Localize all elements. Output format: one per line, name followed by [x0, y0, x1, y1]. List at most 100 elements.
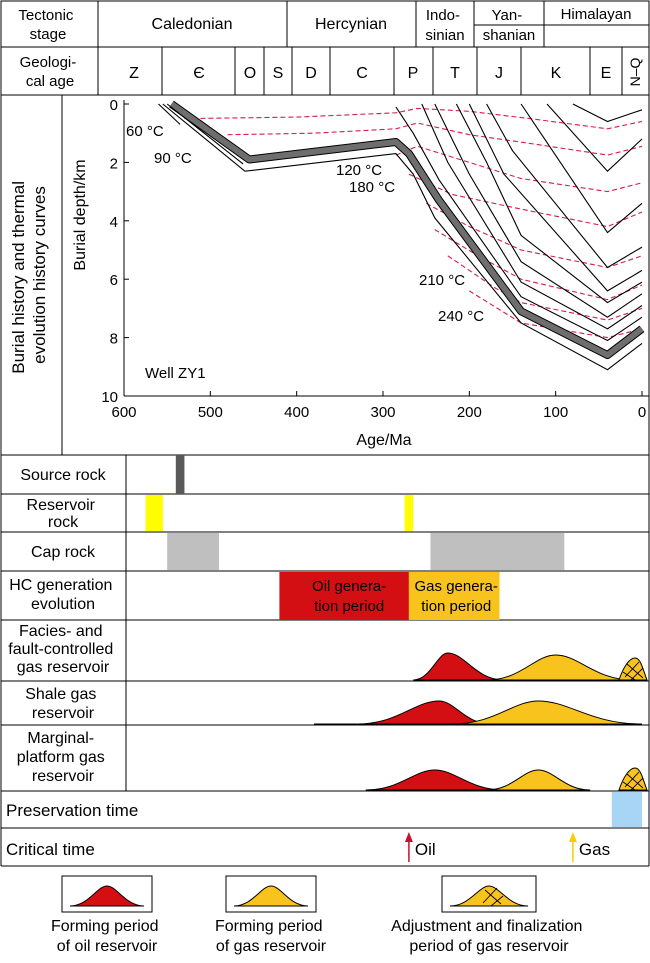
well-label: Well ZY1 — [145, 365, 206, 382]
gas-generation-bar — [408, 572, 500, 620]
burial-curve — [434, 103, 643, 318]
oil-period-label: Oil genera-tion period — [312, 578, 386, 615]
stage-hercynian: Hercynian — [315, 16, 387, 33]
burial-curve — [162, 103, 643, 371]
source-curve-outline — [169, 100, 645, 360]
row-label-facies-reservoir: Facies- and fault-controlled gas reservo… — [8, 623, 117, 676]
x-tick-label: 300 — [370, 404, 395, 421]
oil-generation-bar — [279, 572, 409, 620]
burial-curves — [158, 103, 643, 371]
stage-himalayan: Himalayan — [561, 6, 632, 23]
period-labels: Z Є O S D C P T J K E — [129, 65, 611, 82]
x-tick-label: 0 — [638, 404, 646, 421]
legend-swatch — [233, 885, 309, 907]
burial-curve — [572, 103, 643, 123]
burial-curve — [486, 103, 643, 269]
shale-oil-curve — [357, 700, 491, 725]
isotherm-label-240: 240 °C — [438, 308, 484, 325]
cap-rock-bar — [430, 533, 565, 570]
isotherm-label-120: 120 °C — [336, 162, 382, 179]
x-tick-label: 100 — [543, 404, 568, 421]
row-label-marginal-platform: Marginal- platform gas reservoir — [17, 730, 110, 785]
burial-curve — [158, 103, 181, 125]
source-curve-fill — [169, 101, 644, 359]
gas-critical-label: Gas — [579, 840, 610, 859]
source-rock-bar — [175, 455, 185, 494]
isotherm-line — [434, 229, 643, 301]
x-tick-label: 600 — [111, 404, 136, 421]
period-cambrian: Є — [193, 65, 205, 82]
isotherm-line — [395, 145, 643, 193]
burial-curve — [455, 103, 643, 304]
shale-gas-curve — [452, 700, 643, 725]
period-e: E — [601, 65, 612, 82]
critical-time-markers: Oil Gas — [404, 832, 610, 862]
critical-time-label: Critical time — [6, 840, 95, 859]
burial-plot: 600 500 400 300 200 100 0 0 2 4 6 8 10 Age/Ma Well … — [101, 97, 649, 449]
y-tick-label: 0 — [110, 97, 118, 114]
burial-curve — [421, 103, 643, 330]
period-c: C — [356, 65, 368, 82]
isotherm-line — [184, 107, 643, 130]
period-z: Z — [129, 65, 139, 82]
cap-rock-bar — [167, 533, 219, 570]
isotherm-label-90: 90 °C — [154, 150, 192, 167]
period-k: K — [551, 65, 562, 82]
facies-adjustment-curve — [618, 657, 648, 681]
oil-critical-head — [404, 832, 413, 842]
isotherm-line — [227, 122, 643, 156]
isotherm-line — [408, 173, 643, 228]
period-t: T — [450, 65, 460, 82]
period-j: J — [495, 65, 503, 82]
adjustment-hatch — [622, 771, 644, 791]
period-n-q: N–Q — [627, 58, 643, 87]
preservation-bar — [611, 792, 642, 827]
isotherm-curves — [184, 107, 643, 339]
reservoir-rock-bar — [145, 495, 163, 531]
isotherm-line — [425, 202, 643, 269]
platform-adjustment-curve — [618, 767, 648, 791]
legend-label-gas: Forming period of gas reservoir — [215, 918, 327, 955]
period-o: O — [244, 65, 256, 82]
period-d: D — [305, 65, 317, 82]
x-axis-ticks: 600 500 400 300 200 100 0 — [111, 391, 646, 421]
y-tick-label: 4 — [110, 214, 118, 231]
period-p: P — [408, 65, 419, 82]
x-tick-label: 400 — [284, 404, 309, 421]
preservation-time-label: Preservation time — [6, 801, 138, 820]
isotherm-label-210: 210 °C — [419, 272, 465, 289]
table-grid — [0, 0, 650, 867]
isotherm-label-60: 60 °C — [126, 123, 164, 140]
legend-labels: Forming period of oil reservoir Forming … — [51, 918, 582, 955]
isotherm-label-180: 180 °C — [349, 179, 395, 196]
burial-curve — [468, 103, 643, 292]
row-label-hc-generation: HC generation evolution — [9, 577, 117, 613]
burial-panel-side-label: Burial history and thermal evolution his… — [9, 176, 49, 374]
x-tick-label: 500 — [198, 404, 223, 421]
legend-label-oil: Forming period of oil reservoir — [51, 918, 163, 955]
platform-gas-curve — [486, 769, 591, 791]
legend — [61, 875, 537, 913]
source-rock-burial-curve — [166, 100, 645, 360]
burial-curve — [395, 106, 643, 342]
y-axis-label: Burial depth/km — [72, 159, 89, 270]
reservoir-forming-curves — [313, 652, 648, 791]
legend-hatch — [482, 887, 504, 907]
row-label-shale-gas: Shale gas reservoir — [25, 686, 101, 722]
event-bars: Oil genera-tion period Gas genera-tion pe… — [145, 455, 642, 827]
upper-boundary — [166, 103, 244, 165]
stage-yanshanian: Yan- shanian — [483, 7, 536, 44]
x-tick-label: 200 — [457, 404, 482, 421]
y-axis-ticks: 0 2 4 6 8 10 — [101, 97, 129, 406]
period-s: S — [273, 65, 284, 82]
y-tick-label: 2 — [110, 155, 118, 172]
y-tick-label: 8 — [110, 331, 118, 348]
isotherm-line — [447, 255, 643, 321]
facies-oil-curve — [413, 652, 504, 681]
gas-period-label: Gas genera-tion period — [415, 578, 498, 615]
gas-critical-head — [568, 832, 577, 842]
stage-caledonian: Caledonian — [152, 16, 233, 33]
row-label-source-rock: Source rock — [20, 467, 106, 484]
adjustment-hatch — [622, 661, 644, 681]
facies-gas-curve — [486, 654, 634, 681]
